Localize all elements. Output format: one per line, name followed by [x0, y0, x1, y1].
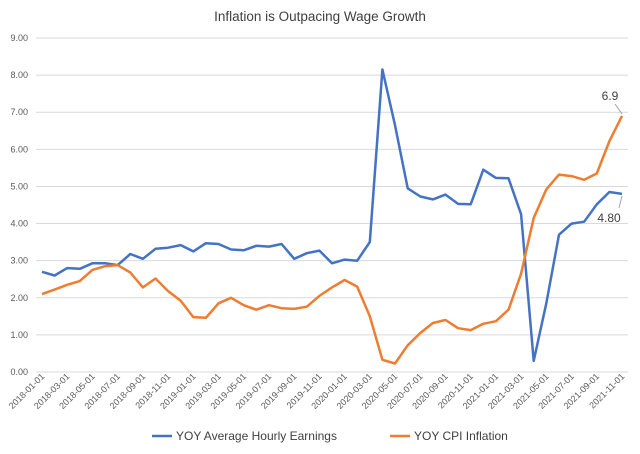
y-tick-label: 9.00 — [10, 33, 28, 43]
y-tick-label: 7.00 — [10, 107, 28, 117]
y-tick-label: 5.00 — [10, 181, 28, 191]
data-label: 6.9 — [602, 89, 619, 103]
legend-label: YOY CPI Inflation — [414, 429, 508, 443]
data-label-leader — [614, 103, 623, 115]
y-tick-label: 2.00 — [10, 293, 28, 303]
y-tick-label: 8.00 — [10, 70, 28, 80]
y-tick-label: 6.00 — [10, 144, 28, 154]
series-line — [41, 115, 624, 365]
chart-title: Inflation is Outpacing Wage Growth — [214, 9, 426, 24]
y-tick-label: 0.00 — [10, 367, 28, 377]
data-label: 4.80 — [597, 211, 621, 225]
legend-label: YOY Average Hourly Earnings — [176, 429, 337, 443]
y-tick-label: 3.00 — [10, 256, 28, 266]
series-line — [41, 68, 623, 363]
y-tick-label: 1.00 — [10, 330, 28, 340]
data-label-leader — [618, 195, 623, 208]
y-tick-label: 4.00 — [10, 219, 28, 229]
